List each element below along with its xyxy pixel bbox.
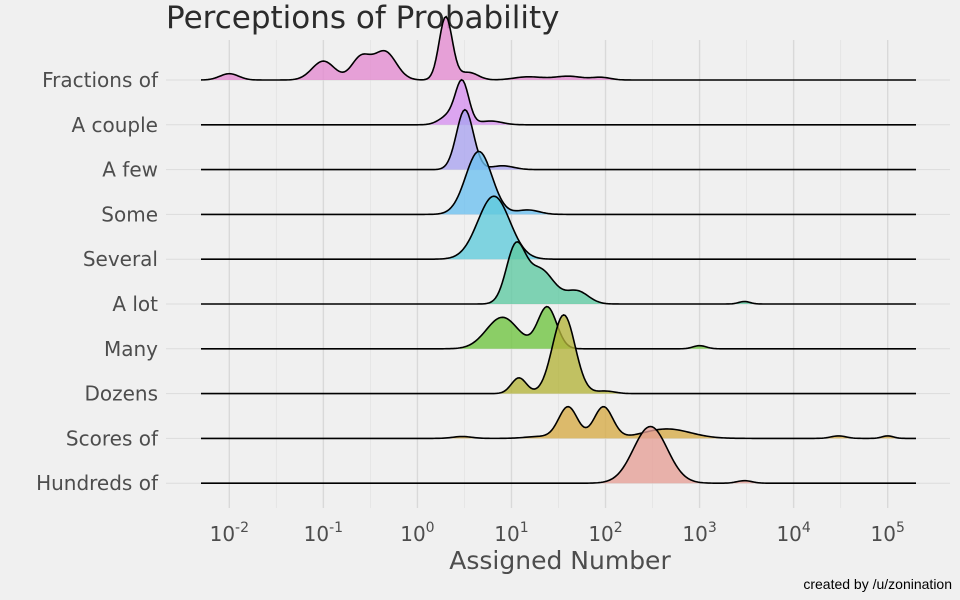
ridge-line	[201, 108, 916, 171]
ridge-fill	[488, 241, 753, 304]
y-axis-label: A couple	[71, 113, 158, 137]
ridge-line	[201, 405, 916, 440]
credit-text: created by /u/zonination	[803, 576, 952, 592]
x-tick-label: 10-1	[304, 520, 343, 546]
y-axis-labels: Fractions of A couple A few Some Several A lo…	[36, 68, 159, 495]
y-axis-label: Several	[83, 247, 158, 271]
ridge-fill	[211, 16, 615, 80]
y-axis-label: Scores of	[66, 426, 159, 450]
ridge-fill	[459, 306, 711, 349]
ridge-line	[201, 78, 916, 126]
ridge-line	[201, 150, 916, 216]
ridge-line	[201, 195, 916, 260]
x-tick-label: 105	[870, 520, 904, 546]
ridge-fill	[601, 426, 756, 484]
ridge-fill	[451, 406, 896, 439]
y-axis-label: Some	[101, 202, 158, 226]
x-tick-label: 104	[776, 520, 810, 546]
ridges	[200, 15, 916, 484]
y-axis-label: Many	[104, 337, 158, 361]
y-axis-label: A few	[102, 158, 158, 182]
x-axis-label: Assigned Number	[449, 546, 671, 575]
ridge-line	[201, 241, 916, 305]
y-axis-label: A lot	[112, 292, 158, 316]
chart-title: Perceptions of Probability	[166, 0, 560, 36]
y-axis-label: Fractions of	[42, 68, 159, 92]
x-tick-label: 10-2	[210, 520, 249, 546]
x-tick-label: 103	[682, 520, 716, 546]
ridge-fill	[429, 79, 511, 125]
x-axis-ticks: 10-2 10-1 100 101 102 103 104 105	[210, 520, 905, 546]
ridge-fill	[500, 314, 620, 394]
ridge-line	[201, 313, 916, 395]
x-tick-label: 100	[400, 520, 434, 546]
ridge-line	[200, 15, 916, 81]
ridge-fill	[441, 109, 522, 170]
ridge-fill	[441, 151, 549, 215]
x-tick-label: 102	[588, 520, 622, 546]
x-tick-label: 101	[494, 520, 528, 546]
y-axis-label: Hundreds of	[36, 471, 159, 495]
ridge-line	[201, 425, 916, 484]
y-axis-label: Dozens	[84, 382, 158, 406]
